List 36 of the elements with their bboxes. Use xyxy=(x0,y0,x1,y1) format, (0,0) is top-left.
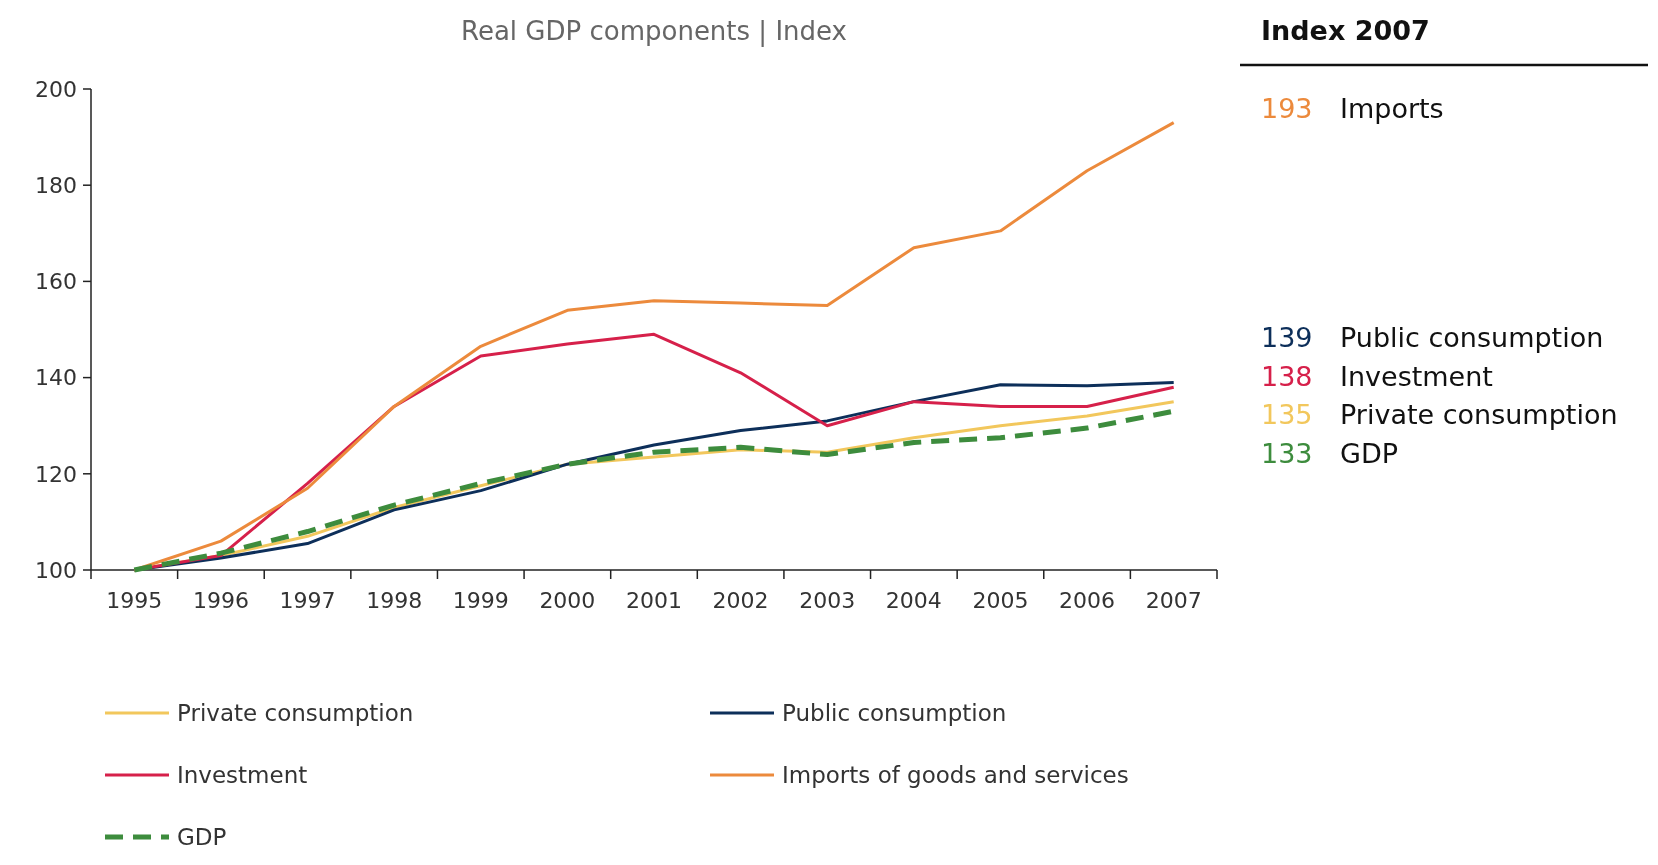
x-tick-label: 1998 xyxy=(366,588,423,613)
legend-label: GDP xyxy=(177,824,227,851)
legend-label: Investment xyxy=(177,762,308,789)
text: 135 xyxy=(1261,399,1313,431)
x-tick-label: 2005 xyxy=(972,588,1029,613)
legend-label: Private consumption xyxy=(177,700,414,727)
text: 139 xyxy=(1261,322,1313,354)
x-tick-label: 2002 xyxy=(712,588,769,613)
text: Investment xyxy=(1340,360,1493,392)
text: 193 xyxy=(1261,93,1313,125)
chart-title: Real GDP components | Index xyxy=(461,16,847,47)
text: Imports xyxy=(1340,93,1444,125)
x-tick-label: 2003 xyxy=(799,588,856,613)
text: GDP xyxy=(1340,437,1398,469)
legend-label: Imports of goods and services xyxy=(782,762,1129,789)
x-tick-label: 1999 xyxy=(452,588,509,613)
y-tick-label: 140 xyxy=(35,365,77,391)
x-tick-label: 2004 xyxy=(885,588,942,613)
y-tick-label: 200 xyxy=(35,76,77,102)
text: Public consumption xyxy=(1340,322,1604,354)
x-tick-label: 2001 xyxy=(626,588,682,613)
y-tick-label: 180 xyxy=(35,172,77,198)
y-tick-label: 120 xyxy=(35,461,77,487)
text: 133 xyxy=(1261,437,1313,469)
text: Private consumption xyxy=(1340,399,1618,431)
text: Index 2007 xyxy=(1261,15,1430,46)
x-tick-label: 1995 xyxy=(106,588,163,613)
y-tick-label: 100 xyxy=(35,557,77,583)
x-tick-label: 1997 xyxy=(279,588,336,613)
x-tick-label: 1996 xyxy=(192,588,249,613)
y-tick-label: 160 xyxy=(35,269,77,295)
text: 138 xyxy=(1261,360,1313,392)
legend-label: Public consumption xyxy=(782,700,1007,727)
x-tick-label: 2000 xyxy=(539,588,596,613)
x-tick-label: 2006 xyxy=(1059,588,1116,613)
x-tick-label: 2007 xyxy=(1145,588,1202,613)
